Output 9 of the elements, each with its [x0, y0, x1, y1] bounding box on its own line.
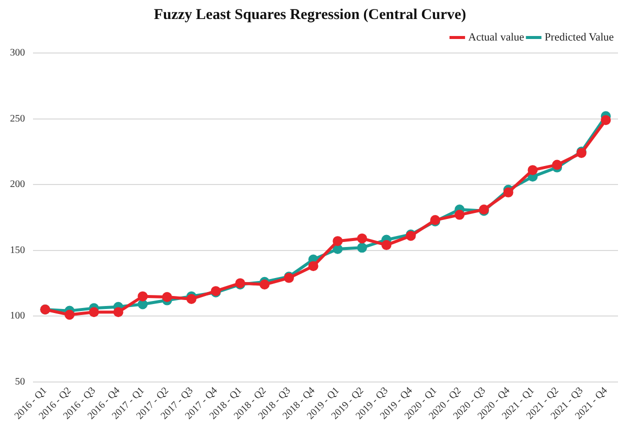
- y-tick-label: 300: [10, 48, 25, 59]
- legend-label: Actual value: [468, 31, 524, 44]
- y-tick-label: 200: [10, 179, 25, 190]
- y-tick-label: 100: [10, 310, 25, 322]
- y-tick-label: 50: [15, 376, 25, 388]
- y-tick-label: 250: [10, 113, 25, 124]
- y-tick-label: 150: [10, 244, 25, 256]
- legend-label: Predicted Value: [544, 31, 614, 44]
- chart-title: Fuzzy Least Squares Regression (Central Curve): [154, 6, 466, 23]
